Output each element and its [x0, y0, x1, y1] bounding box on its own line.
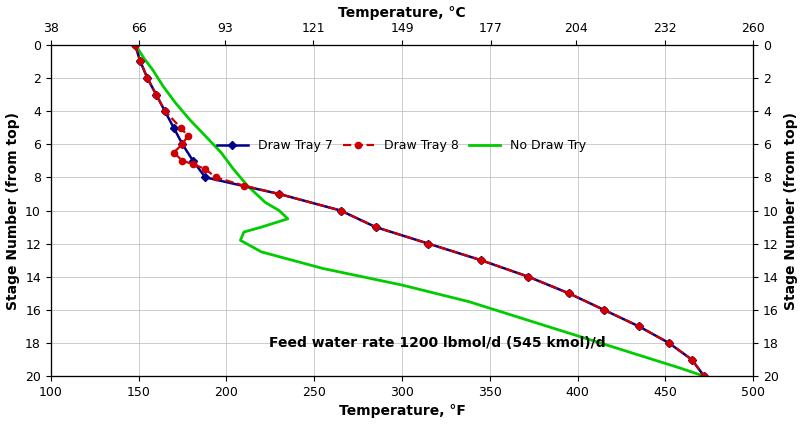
- Draw Tray 7: [686, 357, 695, 362]
- No Draw Try: [148, 67, 157, 72]
- Draw Tray 8: [188, 162, 198, 167]
- Draw Tray 8: [177, 158, 187, 163]
- No Draw Try: [228, 167, 238, 172]
- Line: Draw Tray 7: Draw Tray 7: [132, 42, 707, 379]
- Legend: Draw Tray 7, Draw Tray 8, No Draw Try: Draw Tray 7, Draw Tray 8, No Draw Try: [211, 134, 590, 157]
- No Draw Try: [516, 315, 526, 321]
- No Draw Try: [622, 349, 631, 354]
- Draw Tray 7: [151, 92, 161, 97]
- Draw Tray 7: [475, 258, 485, 263]
- No Draw Try: [139, 56, 149, 61]
- No Draw Try: [256, 225, 266, 230]
- Draw Tray 8: [177, 142, 187, 147]
- Draw Tray 8: [169, 150, 178, 155]
- Draw Tray 8: [160, 109, 169, 114]
- No Draw Try: [243, 183, 252, 188]
- Y-axis label: Stage Number (from top): Stage Number (from top): [6, 112, 19, 310]
- Text: Feed water rate 1200 lbmol/d (545 kmol)/d: Feed water rate 1200 lbmol/d (545 kmol)/…: [268, 336, 605, 350]
- Draw Tray 8: [151, 92, 161, 97]
- No Draw Try: [133, 47, 143, 52]
- Draw Tray 7: [160, 109, 169, 114]
- Draw Tray 7: [423, 241, 433, 246]
- No Draw Try: [216, 150, 226, 155]
- Draw Tray 8: [274, 191, 283, 196]
- No Draw Try: [274, 208, 283, 213]
- Draw Tray 7: [336, 208, 345, 213]
- Draw Tray 8: [370, 225, 380, 230]
- Line: Draw Tray 8: Draw Tray 8: [132, 42, 707, 379]
- Draw Tray 8: [423, 241, 433, 246]
- No Draw Try: [674, 365, 683, 371]
- Draw Tray 7: [142, 75, 152, 81]
- Draw Tray 7: [169, 125, 178, 130]
- Draw Tray 8: [686, 357, 695, 362]
- No Draw Try: [283, 216, 292, 221]
- Draw Tray 7: [564, 291, 573, 296]
- Draw Tray 7: [130, 42, 140, 47]
- No Draw Try: [238, 229, 248, 234]
- Draw Tray 7: [634, 324, 643, 329]
- Draw Tray 8: [564, 291, 573, 296]
- Draw Tray 7: [699, 374, 708, 379]
- Line: No Draw Try: No Draw Try: [135, 45, 703, 376]
- No Draw Try: [235, 238, 245, 243]
- No Draw Try: [185, 117, 194, 122]
- Draw Tray 7: [598, 307, 608, 312]
- Draw Tray 7: [663, 340, 673, 346]
- No Draw Try: [318, 266, 328, 271]
- No Draw Try: [170, 100, 180, 105]
- Draw Tray 7: [188, 158, 198, 163]
- Draw Tray 8: [182, 134, 192, 139]
- No Draw Try: [463, 299, 473, 304]
- Draw Tray 8: [699, 374, 708, 379]
- Draw Tray 8: [238, 183, 248, 188]
- No Draw Try: [158, 84, 168, 89]
- Draw Tray 8: [176, 125, 185, 130]
- Draw Tray 7: [135, 59, 145, 64]
- Draw Tray 8: [210, 175, 220, 180]
- X-axis label: Temperature, °C: Temperature, °C: [338, 6, 465, 20]
- Draw Tray 7: [200, 175, 210, 180]
- No Draw Try: [397, 282, 406, 287]
- Draw Tray 8: [663, 340, 673, 346]
- No Draw Try: [130, 42, 140, 47]
- Y-axis label: Stage Number (from top): Stage Number (from top): [784, 112, 797, 310]
- Draw Tray 8: [475, 258, 485, 263]
- Draw Tray 8: [200, 167, 210, 172]
- Draw Tray 7: [177, 142, 187, 147]
- No Draw Try: [260, 200, 270, 205]
- Draw Tray 8: [523, 274, 532, 279]
- Draw Tray 7: [274, 191, 283, 196]
- No Draw Try: [200, 134, 210, 139]
- Draw Tray 7: [523, 274, 532, 279]
- Draw Tray 8: [142, 75, 152, 81]
- Draw Tray 8: [130, 42, 140, 47]
- Draw Tray 8: [135, 59, 145, 64]
- Draw Tray 7: [370, 225, 380, 230]
- X-axis label: Temperature, °F: Temperature, °F: [338, 404, 465, 418]
- Draw Tray 8: [634, 324, 643, 329]
- No Draw Try: [569, 332, 578, 338]
- Draw Tray 8: [336, 208, 345, 213]
- No Draw Try: [256, 249, 266, 254]
- Draw Tray 8: [598, 307, 608, 312]
- No Draw Try: [699, 374, 708, 379]
